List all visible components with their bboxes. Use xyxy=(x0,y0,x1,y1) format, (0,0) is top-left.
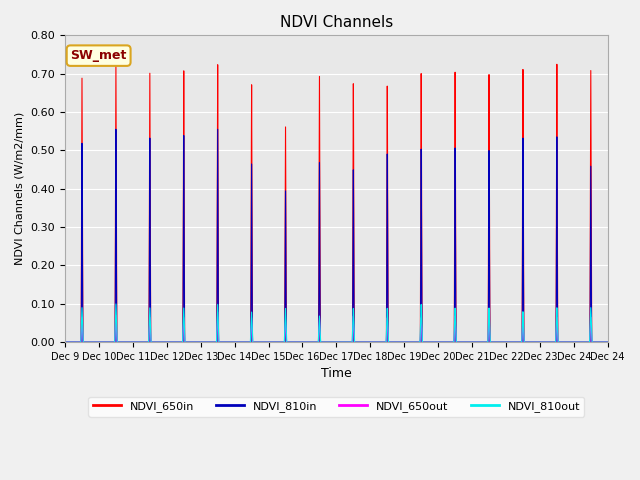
NDVI_650in xyxy=(88,339,96,345)
Legend: NDVI_650in, NDVI_810in, NDVI_650out, NDVI_810out: NDVI_650in, NDVI_810in, NDVI_650out, NDV… xyxy=(88,397,584,417)
Line: NDVI_810out: NDVI_810out xyxy=(65,304,608,342)
NDVI_650out xyxy=(493,339,500,345)
Line: NDVI_810in: NDVI_810in xyxy=(65,129,608,342)
NDVI_650in xyxy=(604,339,612,345)
NDVI_810in xyxy=(112,126,120,132)
NDVI_650out xyxy=(88,339,96,345)
NDVI_650out xyxy=(214,309,221,315)
NDVI_650in xyxy=(493,339,500,345)
NDVI_650out xyxy=(463,339,471,345)
NDVI_650out xyxy=(406,339,413,345)
NDVI_810out xyxy=(406,339,413,345)
NDVI_810out xyxy=(258,339,266,345)
NDVI_810out xyxy=(493,339,500,345)
NDVI_650in xyxy=(382,339,390,345)
NDVI_810in xyxy=(88,339,96,345)
X-axis label: Time: Time xyxy=(321,367,352,380)
NDVI_810in xyxy=(61,339,69,345)
NDVI_810in xyxy=(493,339,500,345)
NDVI_650in xyxy=(553,61,561,67)
NDVI_810out xyxy=(61,339,69,345)
NDVI_650out xyxy=(382,339,390,345)
Title: NDVI Channels: NDVI Channels xyxy=(280,15,393,30)
NDVI_810out xyxy=(112,301,120,307)
NDVI_650in xyxy=(463,339,471,345)
NDVI_810in xyxy=(604,339,612,345)
Line: NDVI_650out: NDVI_650out xyxy=(65,312,608,342)
Line: NDVI_650in: NDVI_650in xyxy=(65,64,608,342)
NDVI_810out xyxy=(463,339,471,345)
NDVI_810in xyxy=(406,339,413,345)
NDVI_810in xyxy=(463,339,471,345)
NDVI_650out xyxy=(258,339,266,345)
NDVI_810out xyxy=(604,339,612,345)
NDVI_810out xyxy=(88,339,96,345)
NDVI_650out xyxy=(604,339,612,345)
Y-axis label: NDVI Channels (W/m2/mm): NDVI Channels (W/m2/mm) xyxy=(15,112,25,265)
NDVI_810in xyxy=(258,339,266,345)
NDVI_650out xyxy=(61,339,69,345)
NDVI_650in xyxy=(61,339,69,345)
NDVI_650in xyxy=(258,339,266,345)
NDVI_810out xyxy=(382,335,390,341)
NDVI_810in xyxy=(382,339,390,345)
Text: SW_met: SW_met xyxy=(70,49,127,62)
NDVI_650in xyxy=(406,339,413,345)
